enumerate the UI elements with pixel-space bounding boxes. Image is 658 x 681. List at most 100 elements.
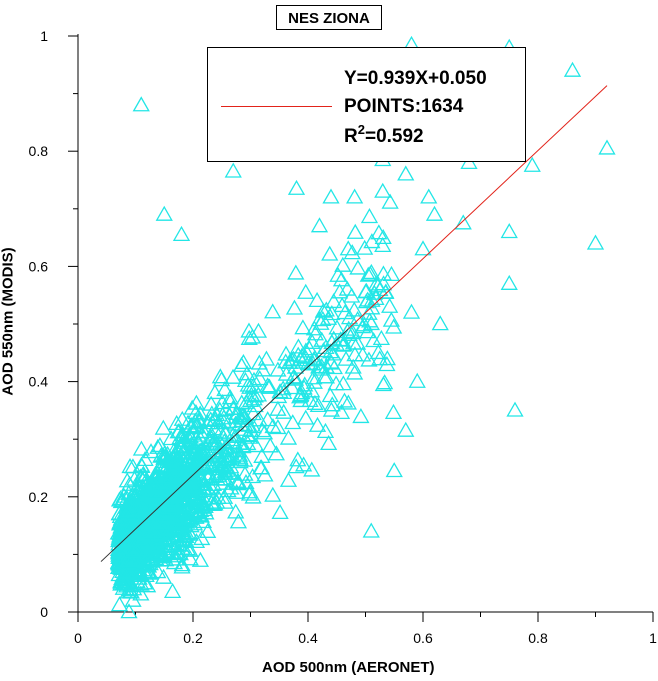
data-point: [402, 303, 421, 319]
data-point: [150, 514, 169, 530]
x-tick-label: 0.2: [183, 630, 203, 646]
data-point: [360, 208, 379, 224]
data-point: [125, 541, 143, 557]
data-point: [231, 450, 249, 466]
data-point: [154, 504, 172, 520]
y-tick-label: 1: [40, 28, 48, 44]
data-point: [114, 492, 132, 508]
x-tick-label: 0.8: [528, 630, 548, 646]
data-point: [303, 382, 321, 398]
data-point: [145, 476, 163, 492]
data-point: [168, 414, 186, 431]
data-point: [378, 356, 396, 372]
data-point: [118, 573, 136, 589]
data-point: [141, 538, 159, 555]
data-point: [369, 277, 387, 293]
data-point: [179, 450, 197, 467]
data-point: [222, 479, 240, 495]
data-point: [310, 217, 329, 233]
legend-fit-line-swatch: [221, 106, 332, 107]
data-point: [113, 532, 132, 548]
data-point: [500, 274, 518, 290]
data-point: [163, 582, 182, 598]
data-point: [256, 466, 274, 482]
data-point: [132, 585, 150, 601]
data-point: [382, 265, 401, 282]
data-point: [224, 162, 242, 178]
data-point: [328, 319, 346, 335]
data-point: [303, 461, 321, 477]
data-point: [332, 403, 351, 419]
data-point: [352, 407, 370, 424]
data-point: [184, 424, 203, 440]
data-point: [191, 405, 209, 421]
data-point: [260, 378, 278, 394]
data-point: [201, 432, 219, 448]
data-point: [506, 401, 524, 417]
data-point: [187, 394, 206, 410]
x-axis-label: AOD 500nm (AERONET): [262, 659, 435, 676]
data-point: [247, 437, 265, 453]
data-point: [384, 403, 403, 420]
data-point: [371, 350, 389, 366]
data-point: [414, 240, 432, 256]
data-point: [431, 315, 449, 331]
data-point: [331, 283, 349, 299]
data-point: [132, 440, 151, 456]
data-point: [349, 259, 367, 275]
data-point: [224, 447, 242, 463]
data-point: [136, 574, 154, 590]
data-point: [523, 156, 541, 172]
data-point: [295, 456, 313, 472]
data-point: [216, 381, 234, 397]
data-point: [211, 401, 229, 417]
data-point: [340, 309, 359, 325]
data-point: [119, 552, 137, 568]
data-point: [167, 494, 185, 510]
data-point: [142, 542, 160, 558]
data-point: [361, 265, 379, 281]
data-point: [186, 489, 204, 505]
data-point: [182, 517, 200, 533]
data-point: [181, 472, 199, 488]
data-point: [154, 419, 172, 435]
data-point: [364, 332, 383, 348]
y-tick-label: 0: [40, 604, 48, 620]
data-point: [114, 562, 132, 578]
y-axis-label: AOD 550nm (MODIS): [0, 247, 17, 396]
data-point: [285, 299, 304, 315]
data-point: [249, 386, 268, 402]
data-point: [335, 392, 354, 408]
data-point: [203, 405, 221, 421]
data-point: [236, 465, 254, 481]
data-point: [224, 368, 242, 384]
data-point: [346, 188, 364, 204]
data-point: [348, 334, 367, 350]
data-point: [254, 361, 272, 377]
data-point: [189, 506, 208, 522]
data-point: [147, 483, 165, 499]
data-point: [337, 350, 355, 366]
data-point: [151, 436, 169, 453]
data-point: [119, 504, 138, 520]
data-point: [279, 471, 298, 487]
data-point: [202, 428, 220, 444]
data-point: [343, 244, 361, 260]
data-point: [173, 558, 191, 574]
data-point: [269, 419, 287, 435]
data-point: [166, 458, 184, 474]
data-point: [297, 409, 315, 425]
data-point: [339, 240, 357, 256]
data-point: [363, 233, 381, 249]
data-point: [130, 569, 148, 585]
data-point: [192, 507, 211, 523]
data-point: [194, 498, 212, 514]
data-point: [135, 486, 153, 502]
data-point: [229, 513, 248, 529]
data-point: [244, 488, 262, 504]
data-point: [334, 256, 352, 272]
data-point: [121, 475, 139, 491]
data-point: [233, 394, 251, 410]
data-point: [249, 322, 268, 338]
data-point: [154, 568, 173, 584]
